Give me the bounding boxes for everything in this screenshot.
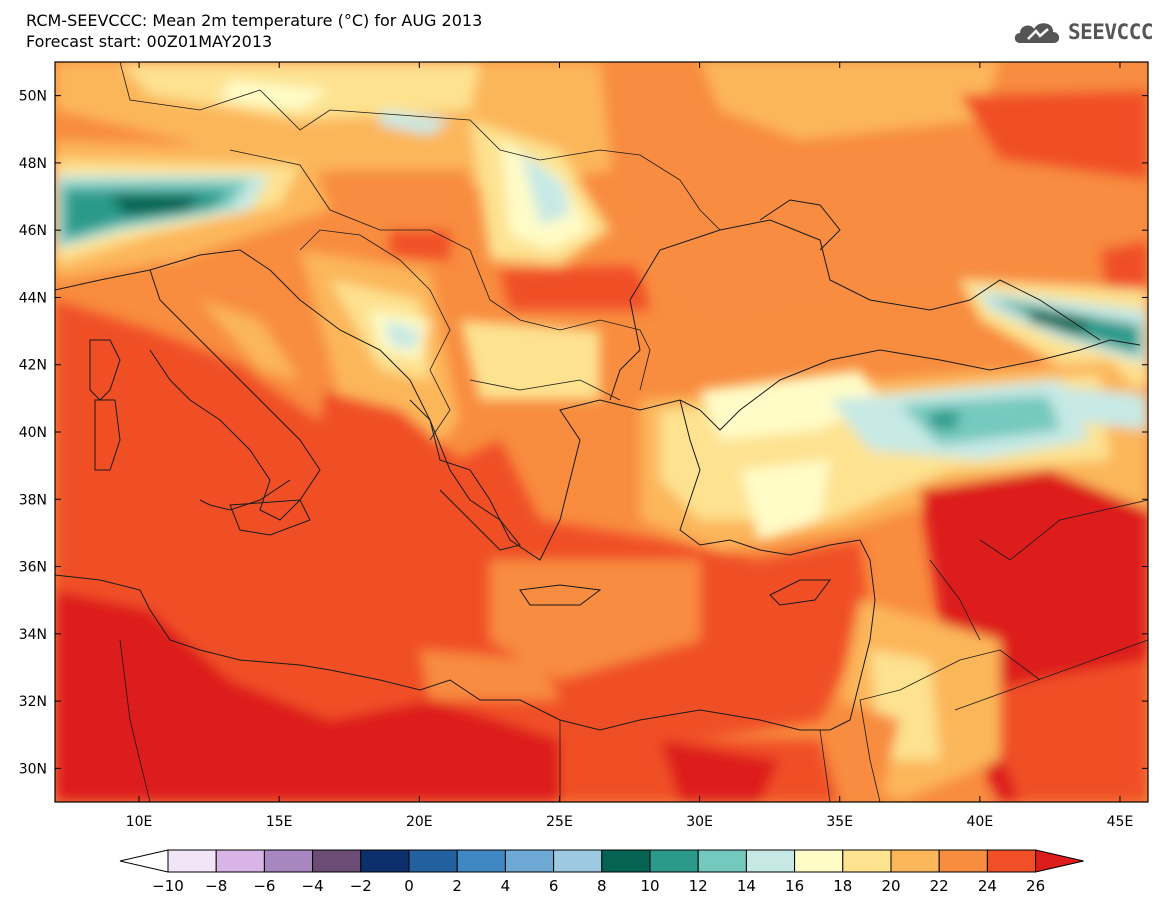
colorbar-swatch	[456, 849, 506, 873]
lat-tick-label: 44N	[19, 290, 47, 306]
colorbar-swatch	[504, 849, 555, 873]
colorbar-swatch	[360, 849, 410, 873]
colorbar-label: 24	[978, 877, 997, 895]
lon-tick-label: 25E	[546, 814, 573, 830]
colorbar-swatch	[794, 849, 844, 873]
colorbar-swatch	[938, 849, 988, 873]
lat-tick-label: 30N	[19, 761, 47, 777]
logo-text: SEEVCCC	[1067, 20, 1154, 44]
lat-tick-label: 46N	[19, 223, 47, 239]
title-line-1: RCM-SEEVCCC: Mean 2m temperature (°C) fo…	[26, 11, 483, 30]
colorbar-swatch	[215, 849, 265, 873]
colorbar-over-triangle	[1035, 849, 1084, 873]
latitude-axis: 50N 48N 46N 44N 42N 40N 38N 36N 34N 32N 30N	[19, 89, 1148, 777]
colorbar-label: −2	[350, 877, 372, 895]
lat-tick-label: 38N	[19, 492, 47, 508]
colorbar-swatch	[312, 849, 362, 873]
title-line-2: Forecast start: 00Z01MAY2013	[26, 32, 273, 51]
colorbar-label: 10	[640, 877, 659, 895]
cloud-icon	[1014, 23, 1060, 43]
colorbar: −10 −8 −6 −4 −2 0 2 4 6 8 10 12 14 16 18 20 22 24 26	[119, 849, 1084, 895]
colorbar-swatch	[601, 849, 651, 873]
colorbar-label: 0	[404, 877, 414, 895]
temperature-field	[55, 62, 1148, 802]
colorbar-label: 4	[501, 877, 511, 895]
lon-tick-label: 45E	[1107, 814, 1134, 830]
colorbar-label: −4	[302, 877, 324, 895]
colorbar-swatch	[986, 849, 1037, 873]
lat-tick-label: 34N	[19, 627, 47, 643]
colorbar-label: 16	[785, 877, 804, 895]
colorbar-swatch	[553, 849, 603, 873]
colorbar-under-triangle	[119, 849, 169, 873]
lat-tick-label: 48N	[19, 156, 47, 172]
colorbar-label: 26	[1026, 877, 1045, 895]
lon-tick-label: 15E	[266, 814, 293, 830]
lon-tick-label: 20E	[406, 814, 433, 830]
colorbar-swatch	[649, 849, 699, 873]
colorbar-label: −8	[205, 877, 227, 895]
map-title: RCM-SEEVCCC: Mean 2m temperature (°C) fo…	[26, 10, 482, 52]
lat-tick-label: 36N	[19, 560, 47, 576]
colorbar-swatch	[167, 849, 217, 873]
colorbar-label: 18	[833, 877, 852, 895]
lat-tick-label: 50N	[19, 89, 47, 105]
colorbar-swatch	[408, 849, 458, 873]
colorbar-label: 22	[930, 877, 949, 895]
lon-tick-label: 40E	[967, 814, 994, 830]
lon-tick-label: 10E	[126, 814, 153, 830]
lon-tick-label: 30E	[686, 814, 713, 830]
country-borders	[119, 62, 1148, 802]
coastlines	[55, 199, 1141, 731]
colorbar-swatch	[842, 849, 892, 873]
colorbar-swatch	[263, 849, 314, 873]
colorbar-swatch	[745, 849, 796, 873]
colorbar-label: −6	[253, 877, 275, 895]
lat-tick-label: 40N	[19, 425, 47, 441]
lat-tick-label: 32N	[19, 694, 47, 710]
colorbar-label: 8	[597, 877, 607, 895]
colorbar-label: 20	[881, 877, 900, 895]
colorbar-label: 2	[452, 877, 462, 895]
lon-tick-label: 35E	[826, 814, 853, 830]
colorbar-label: 14	[737, 877, 756, 895]
seevccc-logo: SEEVCCC	[1012, 18, 1154, 46]
colorbar-label: 6	[549, 877, 559, 895]
colorbar-label: 12	[689, 877, 708, 895]
lat-tick-label: 42N	[19, 358, 47, 374]
colorbar-label: −10	[152, 877, 184, 895]
longitude-axis: 10E 15E 20E 25E 30E 35E 40E 45E	[126, 62, 1134, 830]
colorbar-swatch	[890, 849, 940, 873]
colorbar-swatch	[697, 849, 747, 873]
